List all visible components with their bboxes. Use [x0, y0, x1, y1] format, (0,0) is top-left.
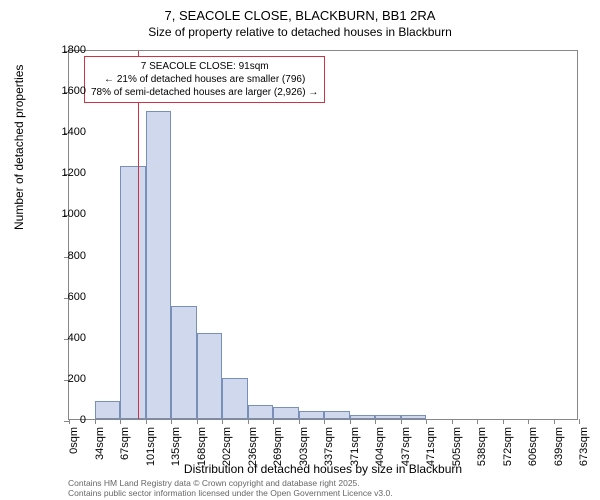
histogram-bar — [146, 111, 172, 419]
x-tick-mark — [171, 419, 172, 424]
x-tick-label: 437sqm — [400, 427, 412, 471]
page-title: 7, SEACOLE CLOSE, BLACKBURN, BB1 2RA — [0, 0, 600, 23]
annotation-line-1: 7 SEACOLE CLOSE: 91sqm — [91, 60, 318, 73]
x-tick-mark — [197, 419, 198, 424]
x-tick-mark — [222, 419, 223, 424]
x-tick-label: 0sqm — [68, 427, 80, 471]
annotation-line-2: ← 21% of detached houses are smaller (79… — [91, 73, 318, 86]
x-tick-label: 404sqm — [374, 427, 386, 471]
histogram-bar — [324, 411, 350, 419]
y-tick-label: 600 — [46, 291, 86, 303]
histogram-bar — [95, 401, 121, 420]
x-tick-mark — [273, 419, 274, 424]
y-tick-label: 1800 — [46, 44, 86, 56]
x-tick-mark — [503, 419, 504, 424]
y-tick-label: 0 — [46, 414, 86, 426]
histogram-bar — [197, 333, 223, 419]
x-tick-label: 34sqm — [94, 427, 106, 471]
x-tick-mark — [95, 419, 96, 424]
x-tick-mark — [477, 419, 478, 424]
histogram-chart: 7 SEACOLE CLOSE: 91sqm← 21% of detached … — [68, 50, 578, 420]
x-tick-label: 269sqm — [272, 427, 284, 471]
y-tick-label: 800 — [46, 250, 86, 262]
x-tick-mark — [324, 419, 325, 424]
histogram-bar — [350, 415, 376, 419]
x-tick-mark — [528, 419, 529, 424]
histogram-bar — [401, 415, 427, 419]
x-tick-mark — [452, 419, 453, 424]
x-tick-label: 168sqm — [196, 427, 208, 471]
x-tick-label: 572sqm — [502, 427, 514, 471]
x-tick-mark — [350, 419, 351, 424]
footer-line-2: Contains public sector information licen… — [68, 488, 393, 498]
y-tick-label: 1200 — [46, 167, 86, 179]
annotation-box: 7 SEACOLE CLOSE: 91sqm← 21% of detached … — [84, 56, 325, 103]
x-tick-mark — [579, 419, 580, 424]
x-tick-mark — [299, 419, 300, 424]
histogram-bar — [222, 378, 248, 419]
x-tick-label: 202sqm — [221, 427, 233, 471]
histogram-bar — [273, 407, 299, 419]
x-tick-mark — [401, 419, 402, 424]
footer-line-1: Contains HM Land Registry data © Crown c… — [68, 478, 393, 488]
footer-text: Contains HM Land Registry data © Crown c… — [68, 478, 393, 498]
histogram-bar — [299, 411, 325, 419]
histogram-bar — [120, 166, 146, 419]
histogram-bar — [375, 415, 401, 419]
y-tick-label: 200 — [46, 373, 86, 385]
annotation-line-3: 78% of semi-detached houses are larger (… — [91, 86, 318, 99]
x-tick-label: 606sqm — [527, 427, 539, 471]
x-tick-mark — [248, 419, 249, 424]
x-tick-label: 67sqm — [119, 427, 131, 471]
x-tick-label: 337sqm — [323, 427, 335, 471]
y-tick-label: 400 — [46, 332, 86, 344]
x-tick-mark — [426, 419, 427, 424]
x-tick-label: 538sqm — [476, 427, 488, 471]
x-tick-mark — [146, 419, 147, 424]
y-axis-label: Number of detached properties — [12, 65, 26, 230]
x-tick-label: 673sqm — [578, 427, 590, 471]
histogram-bar — [248, 405, 274, 419]
x-tick-label: 101sqm — [145, 427, 157, 471]
x-tick-label: 505sqm — [451, 427, 463, 471]
x-tick-mark — [554, 419, 555, 424]
x-tick-label: 371sqm — [349, 427, 361, 471]
x-tick-label: 639sqm — [553, 427, 565, 471]
y-tick-label: 1600 — [46, 85, 86, 97]
x-tick-label: 135sqm — [170, 427, 182, 471]
property-marker-line — [138, 51, 139, 419]
x-tick-mark — [120, 419, 121, 424]
x-tick-label: 236sqm — [247, 427, 259, 471]
x-tick-label: 471sqm — [425, 427, 437, 471]
y-tick-label: 1000 — [46, 208, 86, 220]
histogram-bar — [171, 306, 197, 419]
x-tick-mark — [375, 419, 376, 424]
y-tick-label: 1400 — [46, 126, 86, 138]
x-tick-label: 303sqm — [298, 427, 310, 471]
page-subtitle: Size of property relative to detached ho… — [0, 23, 600, 39]
